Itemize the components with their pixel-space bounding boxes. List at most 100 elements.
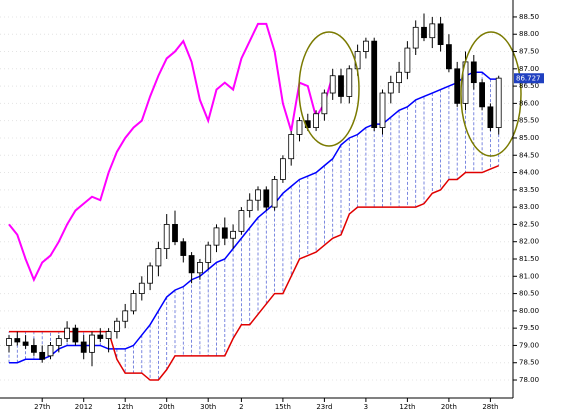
candle-body [346,68,353,97]
candle-body [39,351,46,360]
candle-body [371,40,378,128]
y-tick-label: 82.00 [519,238,539,246]
candle-body [221,227,228,239]
candle-body [495,77,502,128]
candle-layer [6,13,502,367]
candle-body [130,293,137,312]
candle-body [296,120,303,135]
candle-body [263,189,270,208]
candle-body [487,106,494,128]
y-tick-label: 80.00 [519,307,539,315]
x-tick-label: 30th [200,403,216,411]
candle-body [321,92,328,115]
line-series [8,22,334,283]
y-tick-label: 79.50 [519,324,539,332]
x-tick-label: 28th [482,403,498,411]
candle-body [89,334,95,353]
candle-body [279,158,286,180]
candle-body [14,338,21,343]
candle-body [55,338,62,346]
y-tick-label: 84.00 [519,169,539,177]
last-price-box [514,73,544,84]
y-tick-label: 88.00 [519,30,539,38]
y-tick-label: 87.50 [519,48,539,56]
candle-body [238,210,245,232]
candle-body [105,331,112,339]
y-tick-label: 85.50 [519,117,539,125]
candle-body [404,47,411,73]
y-tick-label: 86.00 [519,99,539,107]
y-tick-label: 86.50 [519,82,539,90]
candle-body [205,244,212,263]
candle-body [246,199,253,211]
annotation-ellipse [298,31,360,147]
candle-body [138,282,145,294]
line-series [9,164,499,381]
x-tick-label: 27th [34,403,50,411]
x-tick-label: 12th [117,403,133,411]
grid-layer [0,16,513,381]
y-tick-label: 85.00 [519,134,539,142]
candle-body [163,224,170,250]
x-tick-label: 20th [441,403,457,411]
candle-body [180,241,187,256]
y-tick-label: 79.00 [519,341,539,349]
y-tick-label: 83.00 [519,203,539,211]
candle-body [288,134,295,160]
candle-body [412,26,419,49]
candle-body [64,327,70,339]
y-tick-label: 82.50 [519,220,539,228]
candle-body [445,44,452,70]
y-tick-label: 81.50 [519,255,539,263]
x-tick-label: 15th [275,403,291,411]
candle-body [172,224,178,243]
candle-body [30,345,37,353]
candle-body [213,227,220,246]
candle-body [22,341,29,346]
x-tick-label: 2 [239,403,243,411]
candle-body [155,248,162,267]
candle-body [421,26,427,39]
x-tick-label: 20th [159,403,175,411]
x-tick-label: 12th [399,403,415,411]
candle-body [114,320,120,333]
x-tick-label: 2012 [75,403,93,411]
candle-body [188,255,195,274]
candle-body [47,345,54,357]
candle-body [122,310,129,322]
candle-body [72,327,79,343]
y-tick-label: 78.00 [519,376,539,384]
candle-body [437,23,444,46]
axis-layer: 78.00 78.50 79.00 79.50 80.00 80.50 81.00 81.50… [34,13,544,411]
candle-body [147,265,154,284]
candle-body [329,75,336,94]
candle-body [479,82,486,108]
x-tick-label: 3 [364,403,368,411]
candle-body [379,92,386,128]
candle-body [196,262,203,274]
candle-body [97,334,104,339]
candle-body [362,40,369,52]
candle-body [454,68,461,104]
y-tick-label: 84.50 [519,151,539,159]
x-tick-label: 23rd [316,403,332,411]
y-tick-label: 88.50 [519,13,539,21]
candle-body [80,341,87,353]
y-tick-label: 87.00 [519,65,539,73]
y-tick-label: 81.00 [519,272,539,280]
candle-body [313,113,320,128]
candle-body [338,75,344,97]
candle-body [255,189,261,201]
y-tick-label: 80.50 [519,290,539,298]
annotation-ellipse [460,31,522,157]
last-price-label: 86.727 [516,74,541,82]
candle-body [396,71,403,84]
candle-body [6,338,12,346]
candle-body [387,82,394,94]
candle-body [271,179,278,208]
y-tick-label: 78.50 [519,359,539,367]
y-tick-label: 83.50 [519,186,539,194]
candle-body [230,230,237,239]
candle-body [429,23,436,39]
candle-body [470,61,477,84]
